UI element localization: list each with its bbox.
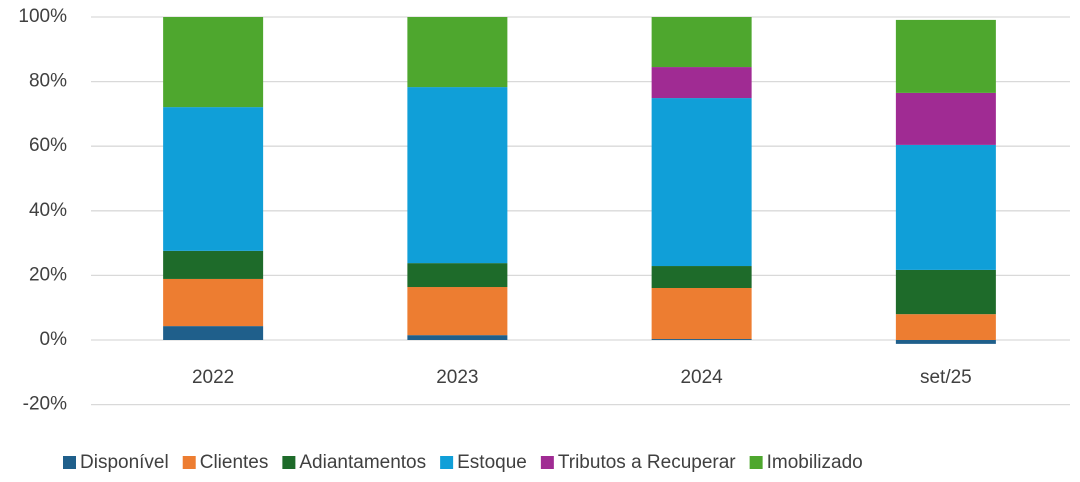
legend-swatch [540,456,554,469]
x-tick-label: 2024 [680,367,723,388]
bar-segment [895,314,996,340]
x-tick-label: set/25 [920,367,972,388]
bar-segment [163,107,264,251]
bar-segment [163,17,264,108]
bar-segment [895,144,996,270]
bar-segment [163,278,264,327]
x-tick-label: 2022 [192,367,234,388]
bar-segment [895,92,996,145]
legend-swatch [63,456,76,469]
y-tick-label: 80% [29,71,67,92]
bar-segment [895,19,996,93]
bar-segment [651,266,752,288]
y-tick-label: -20% [23,394,67,415]
bar-segment [407,263,508,288]
bar-segment [651,339,752,340]
y-tick-label: 100% [18,6,67,27]
bar-segment [407,87,508,264]
bar-segment [651,98,752,267]
bar-segment [407,17,508,88]
legend-label: Estoque [457,452,527,473]
bar-segment [895,340,996,344]
legend-label: Imobilizado [767,452,863,473]
legend-swatch [182,456,196,469]
legend-swatch [282,456,296,469]
bar-segment [163,326,264,340]
y-tick-label: 60% [29,135,67,156]
bar-segment [163,250,264,279]
legend-label: Disponível [80,452,169,473]
legend-label: Adiantamentos [299,452,426,473]
legend-swatch [749,456,763,469]
bar-segment [651,287,752,340]
y-tick-label: 40% [29,200,67,221]
y-tick-label: 20% [29,264,67,285]
bar-segment [407,287,508,336]
bar-segment [651,67,752,99]
x-tick-label: 2023 [436,367,478,388]
legend-label: Clientes [200,452,269,473]
bar-segment [895,269,996,315]
y-tick-label: 0% [40,329,68,350]
legend-label: Tributos a Recuperar [558,452,736,473]
bar-segment [407,335,508,340]
legend-swatch [440,456,454,469]
bar-segment [651,17,752,68]
